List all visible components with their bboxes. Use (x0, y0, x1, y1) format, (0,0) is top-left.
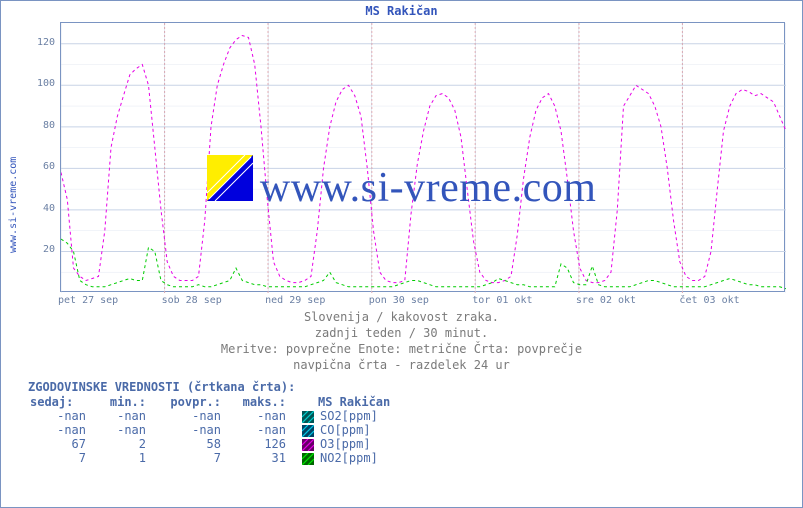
legend-header-avg: povpr.: (148, 395, 223, 409)
legend-cell-avg: 58 (148, 437, 223, 451)
y-tick-label: 60 (15, 161, 55, 172)
x-tick-label: čet 03 okt (679, 295, 739, 306)
legend-cell-avg: -nan (148, 409, 223, 423)
plot-area (60, 22, 785, 292)
legend-swatch (288, 437, 316, 451)
legend-header-min: min.: (88, 395, 148, 409)
caption-line-4: navpična črta - razdelek 24 ur (0, 358, 803, 372)
legend-cell-max: 31 (223, 451, 288, 465)
legend-series-name: O3[ppm] (316, 437, 406, 451)
legend-cell-max: 126 (223, 437, 288, 451)
legend-cell-now: -nan (28, 423, 88, 437)
legend-row: -nan -nan -nan -nan SO2[ppm] (28, 409, 406, 423)
chart-title: MS Rakičan (0, 4, 803, 18)
legend-cell-max: -nan (223, 423, 288, 437)
legend-title: ZGODOVINSKE VREDNOSTI (črtkana črta): (28, 380, 406, 394)
legend-swatch (288, 423, 316, 437)
legend-cell-min: 1 (88, 451, 148, 465)
legend-row: -nan -nan -nan -nan CO[ppm] (28, 423, 406, 437)
x-tick-label: pon 30 sep (369, 295, 429, 306)
legend-cell-max: -nan (223, 409, 288, 423)
x-tick-label: sre 02 okt (576, 295, 636, 306)
x-tick-label: tor 01 okt (472, 295, 532, 306)
legend-cell-min: -nan (88, 409, 148, 423)
legend-series-name: SO2[ppm] (316, 409, 406, 423)
x-tick-label: ned 29 sep (265, 295, 325, 306)
caption-line-1: Slovenija / kakovost zraka. (0, 310, 803, 324)
y-tick-label: 20 (15, 244, 55, 255)
legend-cell-min: 2 (88, 437, 148, 451)
legend-header-swatch (288, 395, 316, 409)
legend-swatch (288, 451, 316, 465)
legend-row: 67 2 58 126 O3[ppm] (28, 437, 406, 451)
legend-cell-avg: -nan (148, 423, 223, 437)
legend-cell-avg: 7 (148, 451, 223, 465)
y-tick-label: 80 (15, 120, 55, 131)
x-tick-label: sob 28 sep (162, 295, 222, 306)
legend-header-max: maks.: (223, 395, 288, 409)
y-tick-label: 120 (15, 37, 55, 48)
chart-svg (61, 23, 786, 293)
legend-series-name: CO[ppm] (316, 423, 406, 437)
legend-cell-now: 67 (28, 437, 88, 451)
legend-cell-min: -nan (88, 423, 148, 437)
legend-swatch (288, 409, 316, 423)
caption-line-2: zadnji teden / 30 minut. (0, 326, 803, 340)
legend-header-station: MS Rakičan (316, 395, 406, 409)
caption-line-3: Meritve: povprečne Enote: metrične Črta:… (0, 342, 803, 356)
x-tick-label: pet 27 sep (58, 295, 118, 306)
legend-cell-now: 7 (28, 451, 88, 465)
y-tick-label: 100 (15, 78, 55, 89)
legend-row: 7 1 7 31 NO2[ppm] (28, 451, 406, 465)
legend-table: sedaj: min.: povpr.: maks.: MS Rakičan -… (28, 395, 406, 465)
legend-series-name: NO2[ppm] (316, 451, 406, 465)
y-tick-label: 40 (15, 203, 55, 214)
legend-cell-now: -nan (28, 409, 88, 423)
legend: ZGODOVINSKE VREDNOSTI (črtkana črta): se… (28, 380, 406, 465)
legend-header-now: sedaj: (28, 395, 88, 409)
